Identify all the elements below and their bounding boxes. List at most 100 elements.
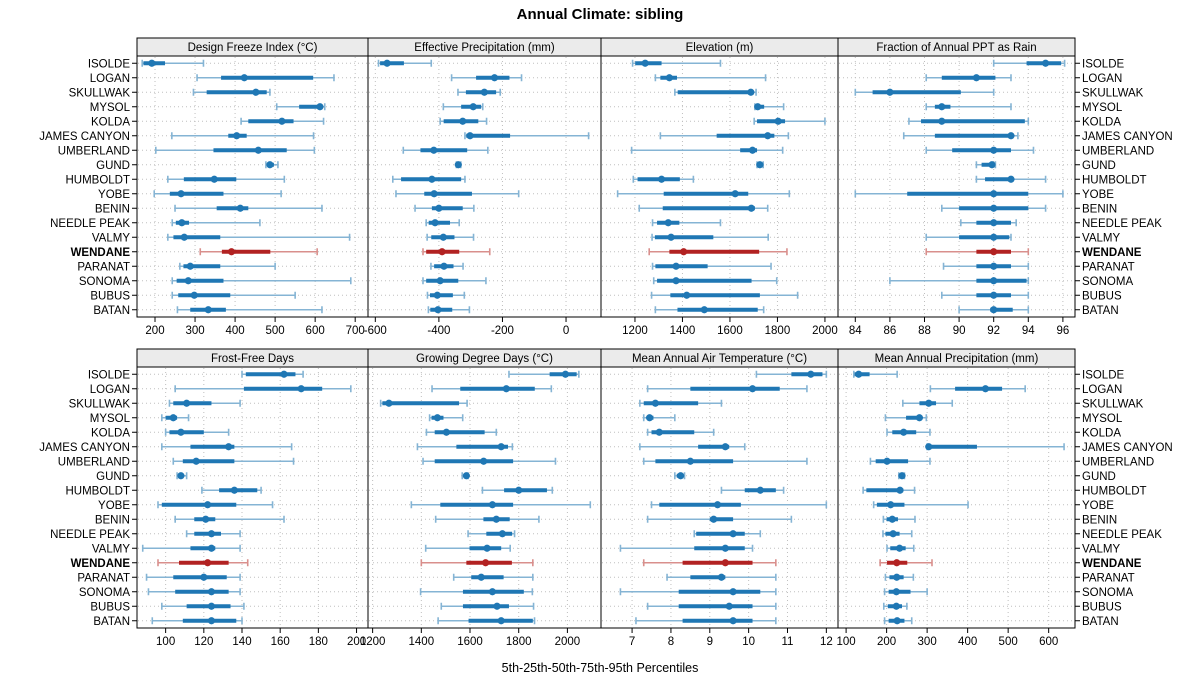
median-dot xyxy=(667,233,675,241)
median-dot xyxy=(893,617,901,625)
site-label-right: JAMES CANYON xyxy=(1082,442,1173,454)
median-dot xyxy=(886,88,894,96)
median-dot xyxy=(428,175,436,183)
x-tick-label: 86 xyxy=(883,325,896,337)
site-label-right: PARANAT xyxy=(1082,261,1135,273)
median-dot xyxy=(480,457,488,465)
median-dot xyxy=(665,74,673,82)
site-label-left: LOGAN xyxy=(90,73,130,85)
median-dot xyxy=(148,59,156,67)
site-label-right: KOLDA xyxy=(1082,427,1121,439)
median-dot xyxy=(459,117,467,125)
median-dot xyxy=(683,291,691,299)
site-label-right: NEEDLE PEAK xyxy=(1082,529,1162,541)
site-label-right: SONOMA xyxy=(1082,276,1133,288)
median-dot xyxy=(721,544,729,552)
median-dot xyxy=(892,602,900,610)
median-dot xyxy=(498,530,506,538)
x-tick-label: -400 xyxy=(427,325,450,337)
median-dot xyxy=(672,277,680,285)
median-dot xyxy=(925,399,933,407)
x-tick-label: 200 xyxy=(877,636,896,648)
median-dot xyxy=(480,88,488,96)
site-label-left: KOLDA xyxy=(91,427,130,439)
x-tick-label: 1800 xyxy=(506,636,532,648)
median-dot xyxy=(892,588,900,596)
x-tick-label: 400 xyxy=(958,636,977,648)
x-tick-label: 1400 xyxy=(409,636,435,648)
x-tick-label: 1200 xyxy=(622,325,648,337)
median-dot xyxy=(481,559,490,567)
median-dot xyxy=(192,457,200,465)
site-label-right: BENIN xyxy=(1082,203,1117,215)
site-label-left: SKULLWAK xyxy=(69,398,131,410)
median-dot xyxy=(893,559,901,567)
median-dot xyxy=(889,530,897,538)
median-dot xyxy=(186,262,194,270)
x-tick-label: 300 xyxy=(185,325,204,337)
median-dot xyxy=(225,443,233,451)
median-dot xyxy=(655,428,663,436)
site-label-left: PARANAT xyxy=(77,572,130,584)
site-label-right: UMBERLAND xyxy=(1082,145,1154,157)
x-tick-label: 92 xyxy=(987,325,1000,337)
site-label-left: VALMY xyxy=(92,543,130,555)
site-label-right: BATAN xyxy=(1082,305,1119,317)
x-tick-label: 2000 xyxy=(812,325,838,337)
median-dot xyxy=(492,515,500,523)
site-label-right: SONOMA xyxy=(1082,587,1133,599)
median-dot xyxy=(497,443,505,451)
panel-title: Growing Degree Days (°C) xyxy=(416,353,553,365)
panel-title: Elevation (m) xyxy=(686,42,754,54)
median-dot xyxy=(725,602,733,610)
site-label-left: HUMBOLDT xyxy=(65,174,130,186)
site-label-left: MYSOL xyxy=(90,102,131,114)
x-tick-label: 100 xyxy=(156,636,175,648)
median-dot xyxy=(435,204,443,212)
site-label-right: GUND xyxy=(1082,160,1116,172)
median-dot xyxy=(925,443,933,451)
median-dot xyxy=(169,414,177,422)
median-dot xyxy=(677,472,685,480)
panel-border xyxy=(600,366,839,629)
median-dot xyxy=(1041,59,1050,67)
median-dot xyxy=(988,161,996,169)
x-tick-label: 500 xyxy=(266,325,285,337)
median-dot xyxy=(439,233,447,241)
median-dot xyxy=(493,602,501,610)
median-dot xyxy=(990,277,998,285)
x-tick-label: 120 xyxy=(194,636,213,648)
x-tick-label: 11 xyxy=(782,636,794,648)
median-dot xyxy=(240,74,248,82)
median-dot xyxy=(207,602,216,610)
median-dot xyxy=(981,385,990,393)
site-label-left: YOBE xyxy=(98,500,130,512)
median-dot xyxy=(990,291,998,299)
site-label-left: KOLDA xyxy=(91,116,130,128)
site-label-left: LOGAN xyxy=(90,384,130,396)
x-tick-label: 0 xyxy=(563,325,569,337)
median-dot xyxy=(990,248,998,256)
median-dot xyxy=(915,414,924,422)
median-dot xyxy=(731,190,739,198)
x-tick-label: 88 xyxy=(918,325,931,337)
median-dot xyxy=(502,385,510,393)
median-dot xyxy=(466,132,474,140)
site-label-left: UMBERLAND xyxy=(58,145,130,157)
median-dot xyxy=(561,370,570,378)
site-label-left: ISOLDE xyxy=(88,58,131,70)
median-dot xyxy=(210,175,218,183)
median-dot xyxy=(938,103,946,111)
median-dot xyxy=(990,306,998,314)
median-dot xyxy=(316,103,324,111)
site-label-left: ISOLDE xyxy=(88,369,131,381)
panel-title: Effective Precipitation (mm) xyxy=(414,42,555,54)
x-tick-label: 1600 xyxy=(717,325,743,337)
median-dot xyxy=(183,399,191,407)
median-dot xyxy=(177,428,185,436)
median-dot xyxy=(645,414,654,422)
x-tick-label: 96 xyxy=(1056,325,1069,337)
median-dot xyxy=(747,88,755,96)
site-label-left: BUBUS xyxy=(90,290,130,302)
